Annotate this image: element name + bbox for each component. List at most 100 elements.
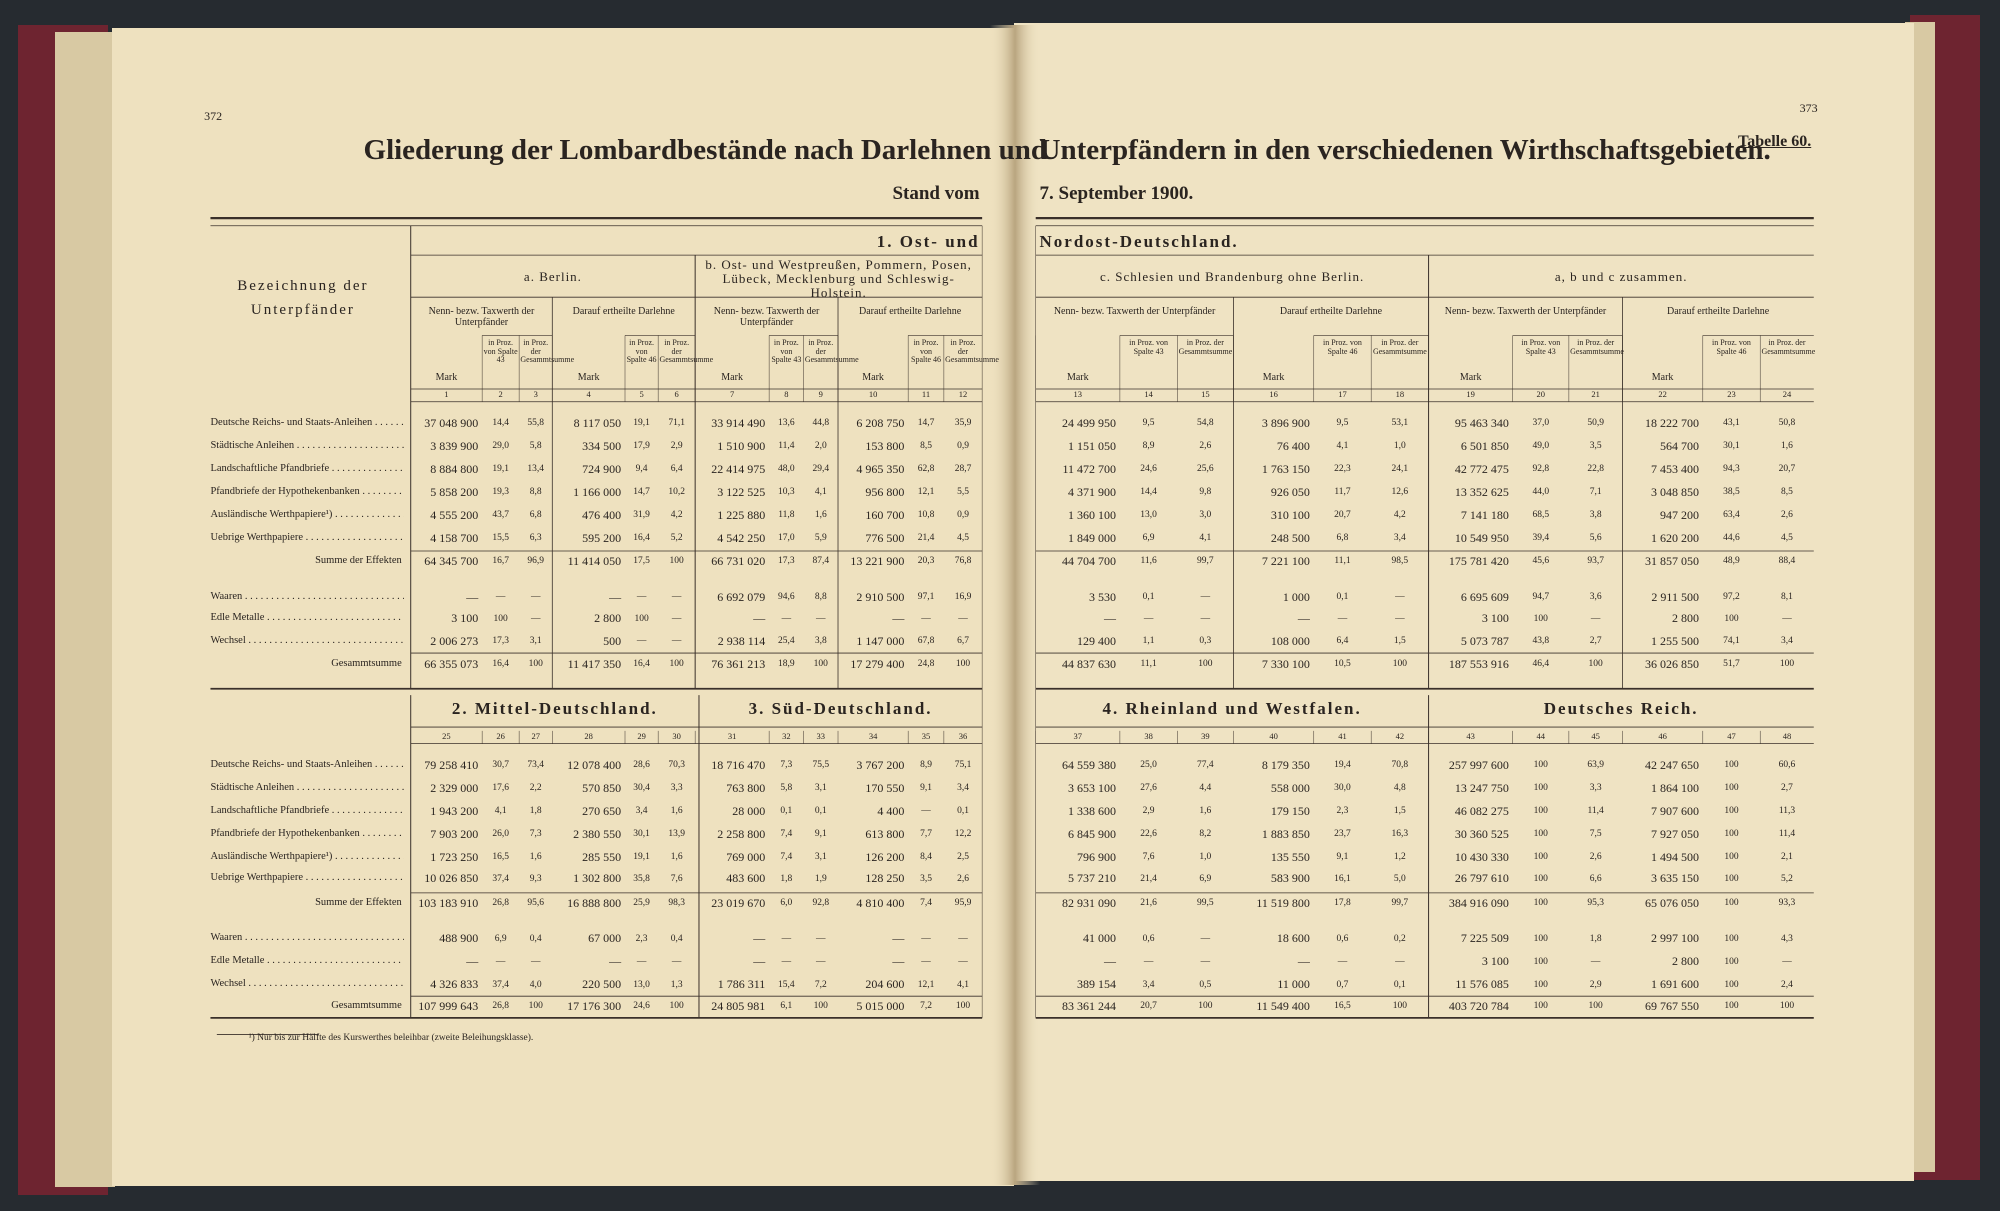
row-label: Summe der Effekten bbox=[315, 896, 402, 908]
cell-percent: 100 bbox=[1533, 897, 1548, 908]
cell-percent: 5,2 bbox=[1781, 873, 1793, 884]
cell-percent: 4,1 bbox=[1199, 533, 1212, 544]
row-label: Edle Metalle bbox=[210, 612, 404, 624]
cell-percent: 18,9 bbox=[778, 659, 795, 670]
cell-percent: — bbox=[1395, 613, 1405, 624]
cell-percent: 100 bbox=[1588, 1001, 1603, 1012]
footnote: ¹) Nur bis zur Hälfte des Kurswerthes be… bbox=[248, 1033, 534, 1044]
cell-percent: 11,4 bbox=[1778, 829, 1796, 840]
cell-value: 66 355 073 bbox=[424, 657, 479, 672]
cell-percent: 4,2 bbox=[670, 510, 683, 521]
column-number: 44 bbox=[1536, 731, 1546, 742]
cell-value: 403 720 784 bbox=[1448, 999, 1509, 1013]
column-number: 11 bbox=[921, 389, 931, 400]
cell-percent: 35,9 bbox=[954, 418, 972, 429]
cell-value: 83 361 244 bbox=[1062, 999, 1117, 1013]
cell-percent: 75,1 bbox=[954, 760, 972, 771]
table-label: Tabelle 60. bbox=[1738, 132, 1812, 150]
cell-percent: 100 bbox=[1724, 1001, 1739, 1012]
cell-percent: 0,6 bbox=[1336, 933, 1349, 944]
cell-percent: 8,5 bbox=[1781, 487, 1793, 498]
cell-value: — bbox=[892, 931, 905, 946]
cell-percent: 75,5 bbox=[812, 760, 830, 771]
column-number: 39 bbox=[1201, 731, 1210, 742]
cell-percent: 67,8 bbox=[917, 636, 935, 647]
cell-percent: 6,9 bbox=[1199, 873, 1212, 884]
cell-percent: 44,0 bbox=[1532, 487, 1550, 498]
cell-percent: 4,8 bbox=[1393, 783, 1406, 794]
cell-percent: 100 bbox=[634, 613, 649, 624]
cell-percent: 0,1 bbox=[1393, 979, 1406, 990]
cell-value: 135 550 bbox=[1270, 849, 1310, 864]
column-number: 25 bbox=[442, 731, 451, 742]
column-heading: in Proz. der Gesammtsumme bbox=[945, 338, 999, 365]
cell-percent: 24,6 bbox=[1140, 464, 1157, 475]
cell-percent: — bbox=[530, 956, 541, 967]
cell-percent: 11,8 bbox=[778, 510, 795, 521]
cell-percent: 2,4 bbox=[1781, 979, 1793, 990]
cell-percent: — bbox=[1590, 613, 1601, 624]
cell-percent: 73,4 bbox=[527, 760, 545, 771]
cell-percent: — bbox=[530, 613, 541, 624]
title-left: Gliederung der Lombardbestände nach Darl… bbox=[363, 134, 1047, 167]
cell-percent: 9,1 bbox=[920, 783, 932, 794]
cell-value: 107 999 643 bbox=[418, 999, 479, 1013]
cell-percent: 8,4 bbox=[920, 852, 932, 863]
cell-value: 44 837 630 bbox=[1062, 657, 1117, 672]
cell-percent: 12,2 bbox=[954, 829, 972, 840]
cell-percent: 0,9 bbox=[957, 441, 969, 452]
cell-percent: 20,7 bbox=[1140, 1001, 1157, 1012]
cell-percent: 0,5 bbox=[1199, 979, 1212, 990]
cell-percent: 2,1 bbox=[1781, 852, 1793, 863]
column-number: 31 bbox=[727, 731, 737, 742]
cell-percent: 0,3 bbox=[1199, 636, 1212, 647]
cell-value: 3 653 100 bbox=[1068, 780, 1117, 795]
column-heading: Mark bbox=[1651, 372, 1674, 384]
cell-percent: 96,9 bbox=[527, 556, 545, 567]
cell-value: — bbox=[609, 589, 622, 604]
cell-value: 5 073 787 bbox=[1460, 634, 1509, 649]
cell-percent: 3,4 bbox=[635, 806, 648, 817]
cell-percent: 46,4 bbox=[1532, 659, 1550, 670]
cell-value: 1 494 500 bbox=[1650, 849, 1699, 864]
cell-value: 8 117 050 bbox=[573, 416, 622, 431]
cell-value: 763 800 bbox=[726, 780, 766, 795]
cell-percent: — bbox=[1590, 956, 1601, 967]
cell-percent: 100 bbox=[1779, 659, 1795, 670]
cell-percent: 20,7 bbox=[1334, 510, 1351, 521]
cell-percent: 21,6 bbox=[1140, 897, 1157, 908]
cell-percent: 100 bbox=[1724, 783, 1739, 794]
cell-percent: — bbox=[636, 956, 647, 967]
cell-percent: 17,6 bbox=[492, 783, 509, 794]
cell-percent: 4,2 bbox=[1393, 510, 1406, 521]
cell-percent: 100 bbox=[1533, 852, 1548, 863]
cell-value: — bbox=[753, 954, 766, 969]
cell-value: 1 864 100 bbox=[1650, 780, 1699, 795]
cell-percent: 4,5 bbox=[957, 533, 969, 544]
cell-percent: 4,1 bbox=[1336, 441, 1349, 452]
column-number: 47 bbox=[1727, 731, 1736, 742]
column-heading: in Proz. von Spalte 46 bbox=[1712, 338, 1751, 356]
cell-percent: 9,1 bbox=[1336, 852, 1349, 863]
cell-percent: 7,4 bbox=[920, 897, 932, 908]
cell-value: 170 550 bbox=[865, 780, 905, 795]
cell-value: 7 927 050 bbox=[1650, 826, 1699, 841]
cell-percent: 5,9 bbox=[814, 533, 827, 544]
cell-percent: 0,9 bbox=[957, 510, 969, 521]
cell-value: 13 247 750 bbox=[1454, 780, 1509, 795]
group-heading: c. Schlesien und Brandenburg ohne Berlin… bbox=[1100, 269, 1365, 285]
cell-percent: 24,8 bbox=[917, 659, 935, 670]
cell-value: 42 247 650 bbox=[1644, 757, 1699, 772]
cell-value: 1 338 600 bbox=[1068, 803, 1117, 818]
cell-percent: 6,9 bbox=[1142, 533, 1155, 544]
cell-value: 926 050 bbox=[1270, 484, 1310, 499]
cell-percent: 48,0 bbox=[778, 464, 795, 475]
column-heading: in Proz. der Gesammtsumme bbox=[1372, 338, 1427, 356]
cell-value: 7 903 200 bbox=[430, 826, 479, 841]
cell-percent: 8,1 bbox=[1781, 591, 1793, 602]
cell-percent: 5,2 bbox=[670, 533, 683, 544]
cell-percent: 53,1 bbox=[1391, 418, 1409, 429]
cell-value: 42 772 475 bbox=[1454, 462, 1509, 476]
cell-percent: 26,0 bbox=[492, 829, 509, 840]
column-number: 30 bbox=[672, 731, 681, 742]
